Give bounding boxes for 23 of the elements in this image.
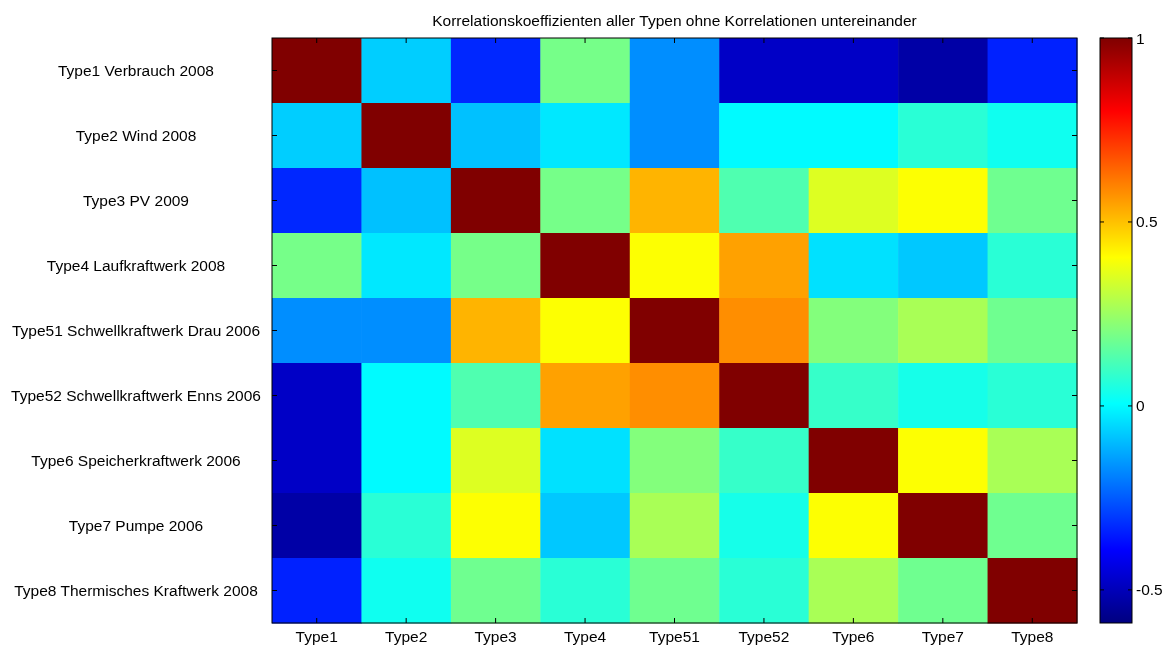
x-tick-label: Type3 bbox=[474, 627, 517, 645]
color-bar-label: -0.5 bbox=[1136, 581, 1163, 599]
y-tick-label: Type6 Speicherkraftwerk 2006 bbox=[31, 452, 241, 469]
y-tick-label: Type51 Schwellkraftwerk Drau 2006 bbox=[11, 322, 261, 339]
x-tick-label: Type6 bbox=[832, 627, 875, 645]
color-bar-label: 0 bbox=[1136, 397, 1145, 415]
x-tick-label: Type1 bbox=[295, 627, 338, 645]
x-tick-label: Type52 bbox=[738, 627, 790, 645]
color-bar-label: 1 bbox=[1136, 29, 1145, 47]
x-tick-label: Type51 bbox=[649, 627, 700, 645]
x-tick-label: Type2 bbox=[385, 627, 428, 645]
chart-title: Korrelationskoeffizienten aller Typen ohne Korrelationen untereinander bbox=[432, 12, 917, 29]
y-tick-label: Type8 Thermisches Kraftwerk 2008 bbox=[14, 582, 258, 599]
y-tick-label: Type52 Schwellkraftwerk Enns 2006 bbox=[11, 387, 261, 404]
color-bar-label: 0.5 bbox=[1136, 213, 1158, 231]
x-tick-label: Type4 bbox=[563, 627, 607, 645]
y-tick-label: Type1 Verbrauch 2008 bbox=[58, 62, 214, 79]
y-tick-label: Type3 PV 2009 bbox=[83, 192, 189, 209]
y-tick-label: Type7 Pumpe 2006 bbox=[68, 517, 204, 534]
y-tick-label: Type2 Wind 2008 bbox=[75, 127, 197, 144]
x-tick-label: Type8 bbox=[1011, 627, 1054, 645]
x-tick-label: Type7 bbox=[921, 627, 964, 645]
y-tick-label: Type4 Laufkraftwerk 2008 bbox=[46, 257, 226, 274]
